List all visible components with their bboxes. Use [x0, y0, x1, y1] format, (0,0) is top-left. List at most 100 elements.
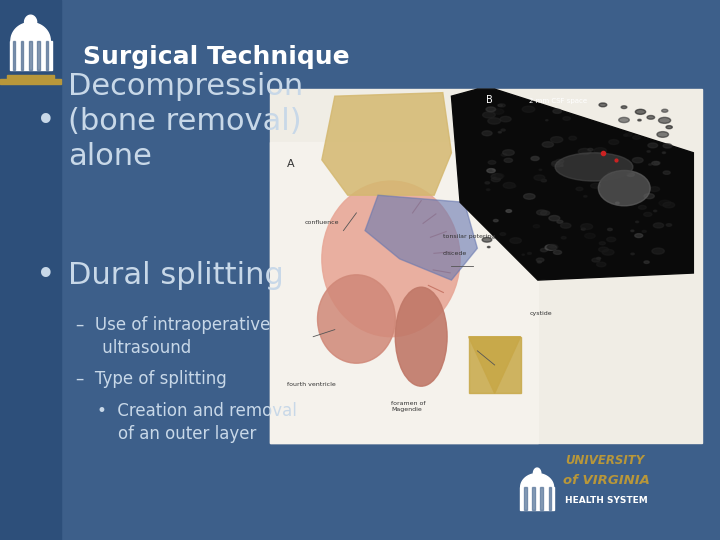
- Ellipse shape: [627, 173, 634, 177]
- Bar: [0, 0, 61, 540]
- Ellipse shape: [491, 177, 500, 182]
- Text: Surgical Technique: Surgical Technique: [83, 45, 349, 69]
- Ellipse shape: [546, 120, 548, 121]
- Ellipse shape: [590, 184, 600, 188]
- Ellipse shape: [663, 202, 675, 208]
- Bar: [13, 40, 15, 70]
- Text: •: •: [36, 259, 55, 292]
- Ellipse shape: [635, 234, 643, 238]
- Ellipse shape: [498, 131, 501, 133]
- Ellipse shape: [659, 200, 671, 206]
- Ellipse shape: [487, 168, 495, 173]
- Bar: [270, 89, 702, 443]
- Ellipse shape: [608, 139, 618, 145]
- Ellipse shape: [322, 181, 460, 337]
- Ellipse shape: [653, 223, 664, 228]
- Ellipse shape: [666, 126, 672, 129]
- Ellipse shape: [551, 137, 563, 143]
- Ellipse shape: [633, 136, 640, 139]
- Ellipse shape: [632, 158, 643, 163]
- Ellipse shape: [647, 116, 654, 119]
- Ellipse shape: [624, 134, 628, 136]
- Ellipse shape: [486, 107, 495, 112]
- Ellipse shape: [511, 185, 516, 187]
- Ellipse shape: [487, 118, 500, 124]
- Ellipse shape: [652, 161, 660, 165]
- Ellipse shape: [616, 202, 619, 204]
- Ellipse shape: [553, 109, 562, 113]
- Ellipse shape: [531, 156, 539, 160]
- Text: cystide: cystide: [529, 312, 552, 316]
- Ellipse shape: [631, 253, 634, 255]
- Bar: [541, 487, 543, 510]
- Ellipse shape: [657, 132, 668, 137]
- Ellipse shape: [482, 131, 492, 136]
- Bar: [30, 40, 32, 70]
- Ellipse shape: [506, 210, 512, 212]
- Ellipse shape: [552, 161, 563, 167]
- Ellipse shape: [576, 187, 583, 191]
- Ellipse shape: [647, 151, 650, 152]
- Polygon shape: [469, 337, 521, 393]
- Ellipse shape: [528, 253, 531, 254]
- Ellipse shape: [531, 157, 539, 160]
- Ellipse shape: [503, 183, 516, 188]
- Polygon shape: [322, 93, 451, 195]
- Ellipse shape: [621, 106, 627, 109]
- Ellipse shape: [537, 261, 541, 263]
- Ellipse shape: [545, 245, 557, 251]
- Ellipse shape: [487, 189, 490, 191]
- Ellipse shape: [542, 141, 554, 147]
- Bar: [469, 337, 521, 393]
- Ellipse shape: [592, 258, 600, 262]
- Text: 2 mm CSF space: 2 mm CSF space: [529, 98, 588, 104]
- Ellipse shape: [581, 224, 593, 230]
- Ellipse shape: [654, 210, 657, 212]
- Ellipse shape: [639, 205, 647, 210]
- Ellipse shape: [498, 104, 503, 106]
- Bar: [532, 487, 535, 510]
- Ellipse shape: [536, 210, 547, 215]
- Ellipse shape: [607, 237, 616, 242]
- Ellipse shape: [642, 231, 647, 232]
- Ellipse shape: [555, 153, 633, 181]
- Text: HEALTH SYSTEM: HEALTH SYSTEM: [565, 496, 648, 504]
- Ellipse shape: [499, 104, 505, 107]
- Ellipse shape: [493, 219, 498, 222]
- Ellipse shape: [510, 238, 521, 244]
- Text: B: B: [486, 95, 492, 105]
- Text: •  Creation and removal
    of an outer layer: • Creation and removal of an outer layer: [97, 402, 297, 443]
- Ellipse shape: [563, 117, 570, 120]
- Ellipse shape: [554, 251, 562, 254]
- Ellipse shape: [500, 117, 511, 122]
- Ellipse shape: [588, 148, 593, 151]
- Ellipse shape: [597, 258, 600, 259]
- Text: foramen of
Magendie: foramen of Magendie: [391, 401, 426, 412]
- Polygon shape: [11, 23, 50, 40]
- Ellipse shape: [648, 143, 657, 148]
- Ellipse shape: [562, 237, 566, 239]
- Bar: [21, 40, 23, 70]
- Ellipse shape: [585, 233, 595, 239]
- Text: UNIVERSITY: UNIVERSITY: [565, 454, 644, 467]
- Ellipse shape: [556, 159, 564, 163]
- Polygon shape: [451, 89, 693, 280]
- Bar: [524, 487, 526, 510]
- Ellipse shape: [631, 230, 634, 232]
- Ellipse shape: [644, 261, 649, 264]
- Ellipse shape: [594, 147, 606, 154]
- Ellipse shape: [503, 150, 514, 156]
- Ellipse shape: [652, 248, 665, 254]
- Ellipse shape: [561, 223, 571, 228]
- Ellipse shape: [552, 161, 560, 165]
- Ellipse shape: [522, 106, 535, 112]
- Ellipse shape: [597, 262, 606, 267]
- Ellipse shape: [644, 194, 654, 199]
- Ellipse shape: [487, 246, 490, 248]
- Bar: [0, 79, 61, 84]
- Bar: [549, 487, 552, 510]
- Ellipse shape: [581, 228, 585, 230]
- Ellipse shape: [662, 109, 668, 112]
- Bar: [37, 40, 40, 70]
- Text: –  Type of splitting: – Type of splitting: [76, 370, 226, 388]
